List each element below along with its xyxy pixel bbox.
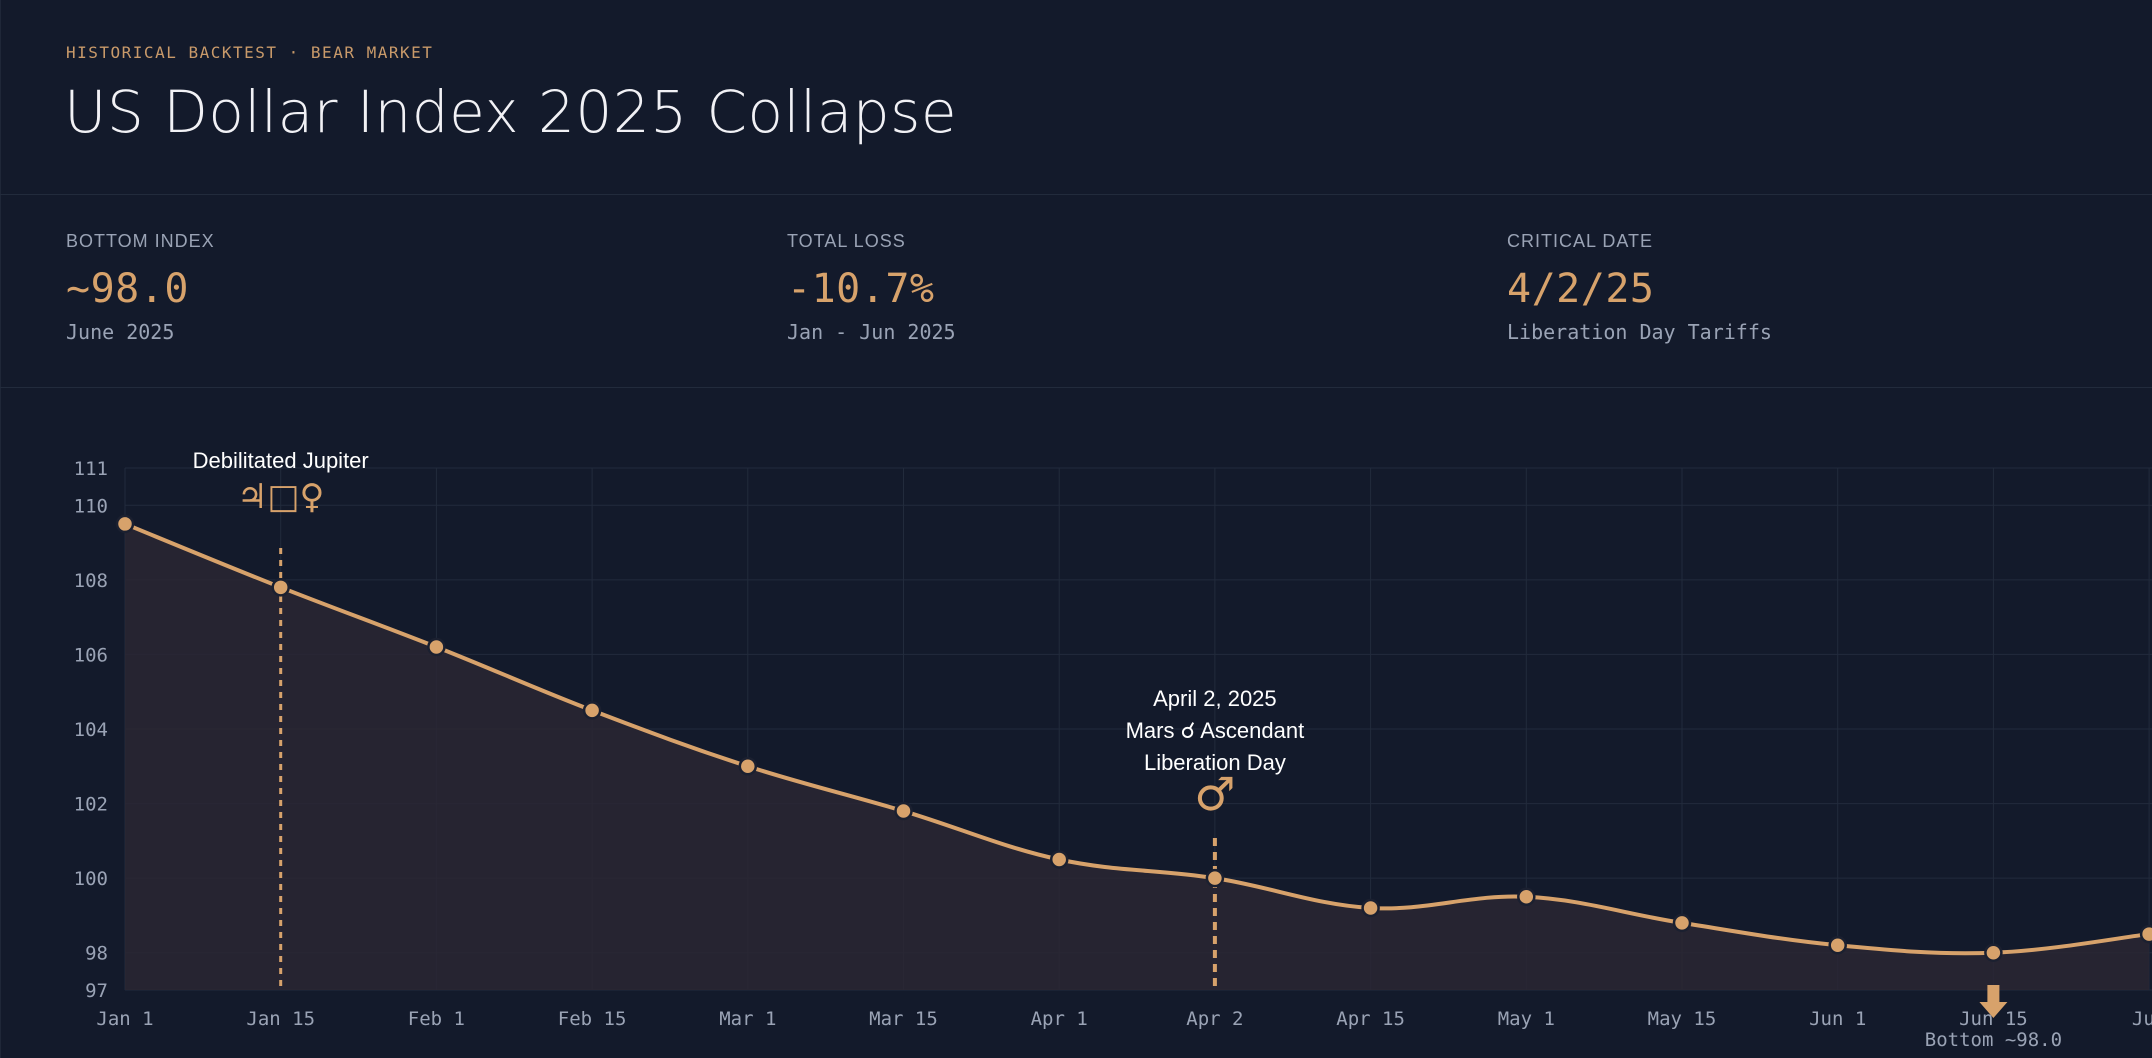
stat-label: CRITICAL DATE	[1507, 231, 1654, 251]
data-point	[1205, 868, 1225, 888]
y-tick-label: 100	[74, 868, 108, 890]
x-tick-label: Jun	[2132, 1008, 2152, 1030]
y-tick-label: 97	[85, 980, 108, 1002]
x-tick-label: Apr 2	[1186, 1008, 1243, 1030]
annotation-jupiter-label: Debilitated Jupiter	[193, 448, 369, 473]
stat-critical-date: CRITICAL DATE 4/2/25 Liberation Day Tari…	[1507, 231, 1772, 344]
x-tick-label: Feb 15	[558, 1008, 627, 1030]
data-point	[1517, 887, 1536, 907]
page-title: US Dollar Index 2025 Collapse	[64, 78, 958, 146]
x-tick-label: Feb 1	[408, 1008, 465, 1030]
data-point	[1984, 943, 2003, 962]
bottom-arrow-icon	[1979, 985, 2008, 1018]
data-point	[1828, 936, 1847, 955]
x-tick-label: Jan 1	[96, 1008, 153, 1030]
data-point	[1672, 913, 1692, 933]
y-tick-label: 98	[85, 943, 108, 965]
data-point	[894, 801, 913, 821]
y-tick-label: 111	[74, 458, 108, 480]
header-divider	[0, 194, 2152, 195]
stat-label: TOTAL LOSS	[787, 231, 906, 251]
stat-bottom-index: BOTTOM INDEX ~98.0 June 2025	[66, 231, 215, 344]
data-point	[1049, 850, 1069, 869]
y-tick-label: 110	[74, 495, 108, 517]
y-tick-label: 106	[74, 644, 108, 666]
y-tick-label: 104	[74, 719, 108, 741]
jupiter-square-venus-icon: ♃□♀	[237, 477, 325, 517]
stat-value: -10.7%	[787, 266, 935, 312]
stat-total-loss: TOTAL LOSS -10.7% Jan - Jun 2025	[787, 231, 956, 344]
data-point	[115, 514, 135, 534]
x-tick-label: Jan 15	[246, 1008, 315, 1030]
y-tick-label: 102	[74, 794, 108, 816]
annotation-bottom-label: Bottom ~98.0	[1925, 1029, 2062, 1051]
mars-icon: ♂	[1194, 767, 1235, 821]
annotation-liberation-day-label: Mars ☌ Ascendant	[1126, 718, 1305, 743]
x-tick-label: Apr 1	[1031, 1008, 1088, 1030]
x-tick-label: Apr 15	[1336, 1008, 1405, 1030]
data-point	[2139, 924, 2152, 944]
data-point	[738, 757, 758, 776]
data-point	[582, 701, 602, 720]
data-point	[1361, 898, 1380, 918]
stat-subtext: Jan - Jun 2025	[787, 320, 956, 344]
x-tick-label: Jun 1	[1809, 1008, 1866, 1030]
data-point	[271, 578, 290, 597]
stats-divider	[0, 387, 2152, 388]
y-tick-label: 108	[74, 570, 108, 592]
stat-subtext: Liberation Day Tariffs	[1507, 320, 1772, 344]
series-line	[124, 522, 2150, 956]
x-tick-label: Mar 15	[869, 1008, 938, 1030]
annotation-liberation-day-label: April 2, 2025	[1153, 686, 1277, 711]
series-area	[125, 523, 2150, 990]
eyebrow-label: HISTORICAL BACKTEST · BEAR MARKET	[66, 43, 434, 62]
data-point	[427, 637, 446, 657]
stat-value: 4/2/25	[1507, 266, 1655, 312]
x-tick-label: May 1	[1498, 1008, 1555, 1030]
stat-value: ~98.0	[66, 266, 189, 312]
stat-label: BOTTOM INDEX	[66, 231, 215, 251]
x-tick-label: Jun 15	[1959, 1008, 2028, 1030]
annotation-liberation-day-label: Liberation Day	[1144, 750, 1286, 775]
stat-subtext: June 2025	[66, 320, 175, 344]
x-tick-label: Mar 1	[719, 1008, 776, 1030]
x-tick-label: May 15	[1648, 1008, 1717, 1030]
